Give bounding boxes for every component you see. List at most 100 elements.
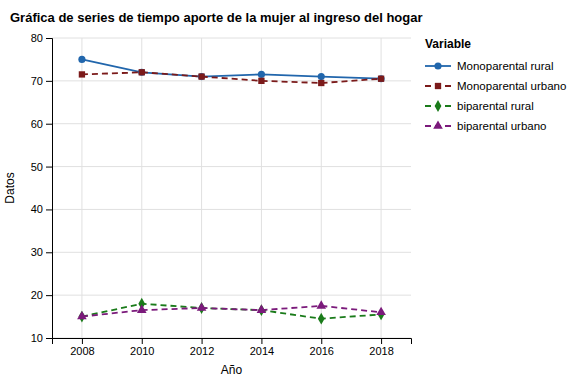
x-axis: 2008 2010 2012 2014 2016 2018 (53, 338, 412, 357)
tick-label: 50 (31, 161, 43, 173)
legend-item: biparental rural (425, 100, 534, 112)
legend-symbol (433, 120, 443, 128)
point (78, 56, 85, 63)
tick-label: 40 (31, 203, 43, 215)
tick-mark (142, 338, 143, 344)
tick: 60 (31, 118, 52, 130)
tick: 10 (31, 332, 52, 344)
tick: 2008 (70, 338, 94, 357)
tick-mark (261, 338, 262, 344)
series (79, 69, 384, 86)
tick-mark (202, 338, 203, 344)
grid-line (52, 38, 411, 39)
point (138, 69, 145, 76)
grid-line (52, 295, 411, 296)
point (137, 305, 147, 313)
tick: 80 (31, 32, 52, 44)
point (139, 69, 145, 75)
point (79, 71, 85, 77)
grid-line (381, 38, 382, 338)
tick: 20 (31, 289, 52, 301)
grid-line (81, 38, 82, 338)
line (82, 59, 381, 78)
tick-label: 80 (31, 32, 43, 44)
legend-symbol (435, 100, 442, 112)
tick: 2010 (130, 338, 154, 357)
legend-symbol (435, 83, 441, 89)
tick-mark (381, 338, 382, 344)
tick-mark (46, 295, 52, 296)
tick-label: 2016 (310, 345, 334, 357)
y-axis-title: Datos (3, 172, 17, 203)
grid-line (52, 252, 411, 253)
line (82, 304, 381, 319)
tick-mark (321, 338, 322, 344)
point (318, 313, 325, 325)
legend: Variable Monoparental rural Monoparental u… (425, 37, 566, 132)
legend-label: Monoparental urbano (457, 80, 566, 92)
legend-item: biparental urbano (425, 120, 547, 132)
point (378, 76, 384, 82)
point (316, 300, 326, 308)
legend-label: biparental rural (457, 100, 534, 112)
tick-mark (82, 338, 83, 344)
tick: 40 (31, 203, 52, 215)
series (77, 300, 386, 319)
point (77, 311, 87, 319)
legend-symbol (434, 62, 441, 69)
tick: 70 (31, 75, 52, 87)
tick-mark (46, 81, 52, 82)
legend-item: Monoparental rural (425, 60, 554, 72)
point (258, 78, 264, 84)
tick: 2014 (250, 338, 274, 357)
tick-label: 2010 (130, 345, 154, 357)
legend-label: Monoparental rural (457, 60, 554, 72)
axis-line (46, 39, 53, 339)
tick-label: 2014 (250, 345, 274, 357)
tick: 2018 (369, 338, 393, 357)
grid-line (52, 166, 411, 167)
line (82, 306, 381, 317)
tick-label: 70 (31, 75, 43, 87)
tick-mark (46, 209, 52, 210)
point (198, 73, 204, 79)
grid-line (52, 209, 411, 210)
marks (77, 56, 386, 325)
point (198, 73, 205, 80)
legend-label: biparental urbano (457, 120, 547, 132)
legend-item: Monoparental urbano (425, 80, 566, 92)
title: Gráfica de series de tiempo aporte de la… (10, 10, 423, 25)
tick: 2016 (310, 338, 334, 357)
y-axis: 10 20 30 40 50 60 70 80 (31, 32, 53, 344)
tick: 50 (31, 161, 52, 173)
point (318, 73, 325, 80)
grid-line (141, 38, 142, 338)
point (318, 80, 324, 86)
x-axis-title: Año (221, 363, 243, 377)
tick-mark (46, 252, 52, 253)
tick: 2012 (190, 338, 214, 357)
point (257, 305, 267, 313)
tick-mark (46, 338, 52, 339)
tick-label: 60 (31, 118, 43, 130)
point (376, 307, 386, 315)
tick-label: 2018 (369, 345, 393, 357)
tick-label: 2008 (70, 345, 94, 357)
plot: 2008 2010 2012 2014 2016 2018 10 20 30 40 50 60 70 80 (31, 32, 412, 357)
line (82, 72, 381, 83)
tick-label: 30 (31, 246, 43, 258)
tick-mark (46, 38, 52, 39)
point (197, 302, 207, 310)
tick-mark (46, 124, 52, 125)
series (78, 56, 384, 82)
tick-label: 10 (31, 332, 43, 344)
point (378, 75, 385, 82)
legend-title: Variable (425, 37, 471, 51)
grid (52, 38, 411, 338)
grid-line (201, 38, 202, 338)
axis-line (53, 339, 412, 345)
grid-line (52, 123, 411, 124)
tick-label: 20 (31, 289, 43, 301)
tick-mark (46, 167, 52, 168)
tick-label: 2012 (190, 345, 214, 357)
